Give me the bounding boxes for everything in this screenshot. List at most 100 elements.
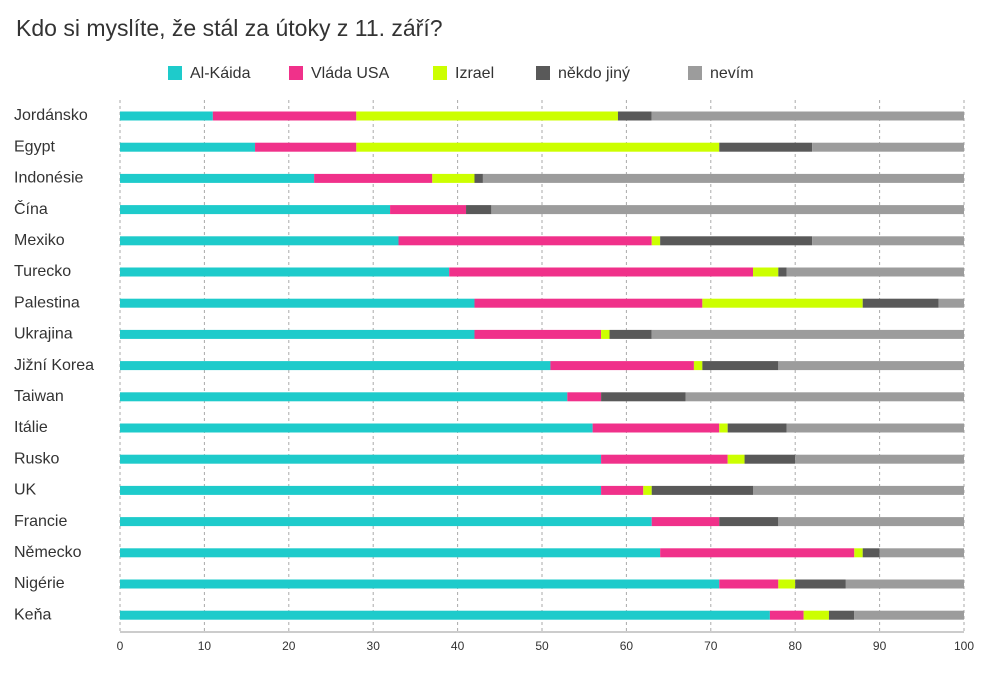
bar-segment [812, 142, 964, 152]
x-tick-label: 90 [873, 639, 887, 653]
y-tick-label: Jižní Korea [14, 357, 94, 374]
y-tick-label: Francie [14, 513, 67, 530]
bar-segment [786, 267, 964, 277]
bar-segment [651, 485, 753, 495]
bar-segment [693, 361, 703, 371]
bar-segment [753, 485, 964, 495]
bar-segment [120, 579, 720, 589]
bar-segment [482, 173, 964, 183]
legend-swatch [688, 66, 702, 80]
y-tick-label: Taiwan [14, 388, 64, 405]
bar-segment [879, 548, 964, 558]
bar-segment [120, 392, 568, 402]
bar-segment [567, 392, 602, 402]
y-tick-label: Čína [14, 199, 48, 218]
x-tick-label: 20 [282, 639, 296, 653]
legend-label: Al-Káida [190, 65, 251, 82]
chart-title: Kdo si myslíte, že stál za útoky z 11. z… [16, 15, 443, 41]
y-tick-label: Itálie [14, 419, 48, 436]
bar-segment [685, 392, 964, 402]
y-tick-label: Keňa [14, 606, 51, 623]
bar-segment [601, 392, 686, 402]
legend-label: Izrael [455, 65, 494, 82]
bar-segment [719, 423, 728, 433]
bar-segment [778, 517, 964, 527]
bar-segment [854, 548, 863, 558]
bar-segment [812, 236, 964, 246]
bar-segment [212, 111, 357, 121]
y-tick-label: Rusko [14, 450, 59, 467]
x-tick-label: 80 [789, 639, 803, 653]
bar-segment [550, 361, 694, 371]
bar-segment [356, 142, 720, 152]
bar-segment [398, 236, 652, 246]
bar-segment [466, 205, 492, 215]
legend-label: Vláda USA [311, 65, 390, 82]
bar-segment [120, 517, 652, 527]
bar-segment [845, 579, 964, 589]
y-tick-label: Německo [14, 544, 82, 561]
bar-segment [651, 236, 661, 246]
bar-segment [702, 361, 779, 371]
bar-segment [778, 579, 796, 589]
y-tick-label: Nigérie [14, 575, 65, 592]
bar-segment [474, 329, 602, 339]
bar-segment [769, 610, 804, 620]
bar-segment [795, 454, 964, 464]
bar-segment [120, 329, 475, 339]
bar-segment [803, 610, 829, 620]
x-tick-label: 40 [451, 639, 465, 653]
bar-segment [120, 173, 315, 183]
bar-segment [651, 517, 720, 527]
bar-segment [120, 298, 475, 308]
bar-segment [862, 298, 939, 308]
y-tick-label: Palestina [14, 294, 80, 311]
bar-segment [651, 329, 964, 339]
bar-segment [255, 142, 357, 152]
y-tick-label: Ukrajina [14, 326, 73, 343]
bar-segment [862, 548, 880, 558]
bar-segment [120, 142, 256, 152]
bar-segment [609, 329, 652, 339]
bar-segment [601, 454, 728, 464]
bar-segment [938, 298, 964, 308]
bar-segment [491, 205, 964, 215]
bar-segment [432, 173, 475, 183]
bar-segment [601, 329, 610, 339]
bar-segment [120, 548, 661, 558]
bar-segment [651, 111, 964, 121]
bar-segment [660, 548, 855, 558]
bar-segment [778, 361, 964, 371]
legend-swatch [168, 66, 182, 80]
bar-segment [120, 205, 391, 215]
bar-segment [753, 267, 779, 277]
legend-label: někdo jiný [558, 65, 630, 82]
bar-segment [601, 485, 644, 495]
y-tick-label: UK [14, 482, 37, 499]
bar-segment [474, 173, 483, 183]
x-tick-label: 30 [367, 639, 381, 653]
bar-segment [120, 485, 602, 495]
legend-swatch [433, 66, 447, 80]
legend-label: nevím [710, 65, 754, 82]
bar-segment [719, 579, 779, 589]
y-tick-label: Egypt [14, 138, 55, 155]
bar-segment [786, 423, 964, 433]
bar-segment [778, 267, 787, 277]
bar-segment [449, 267, 753, 277]
bar-segment [795, 579, 846, 589]
x-tick-label: 0 [117, 639, 124, 653]
bar-segment [828, 610, 855, 620]
x-tick-label: 60 [620, 639, 634, 653]
bar-segment [120, 610, 770, 620]
bar-segment [120, 361, 551, 371]
bar-segment [120, 111, 213, 121]
bar-segment [702, 298, 863, 308]
bar-segment [643, 485, 652, 495]
bar-segment [854, 610, 964, 620]
bar-segment [744, 454, 796, 464]
bar-segment [727, 454, 745, 464]
x-tick-label: 100 [954, 639, 974, 653]
bar-segment [120, 236, 399, 246]
